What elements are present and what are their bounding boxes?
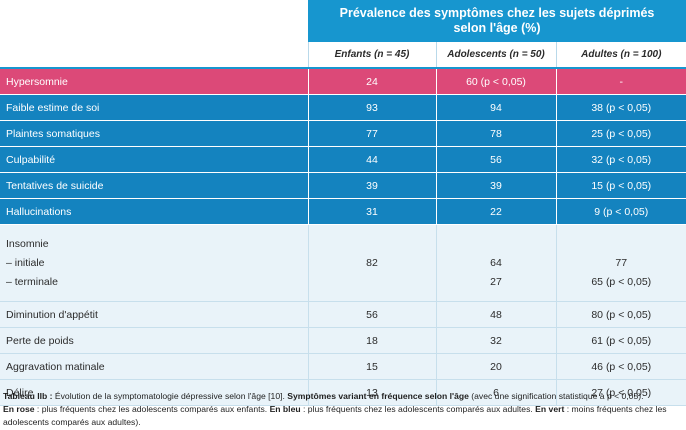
row-label: Délire (0, 379, 308, 406)
row-label: Diminution d'appétit (0, 301, 308, 328)
insomnie-adolescents-terminale: 27 (490, 275, 502, 288)
row-label: Hypersomnie (0, 68, 308, 95)
caption-text: : moins fréquents chez les adolescents c… (3, 404, 667, 427)
cell-adolescents: 48 (435, 301, 556, 328)
cell-enfants: 44 (307, 146, 436, 173)
table-row-culpabilite: Culpabilité 44 56 32 (p < 0,05) (0, 146, 686, 173)
cell-enfants: 18 (307, 327, 436, 354)
table-row-suicide: Tentatives de suicide 39 39 15 (p < 0,05… (0, 172, 686, 199)
row-label: Plaintes somatiques (0, 120, 308, 147)
cell-enfants: 56 (307, 301, 436, 328)
table-row-poids: Perte de poids 18 32 61 (p < 0,05) (0, 327, 686, 354)
header-blank-cell (0, 0, 308, 42)
cell-enfants: 24 (307, 68, 436, 95)
cell-adolescents: 94 (435, 94, 556, 121)
caption-text: Évolution de la symptomatologie dépressi… (52, 391, 288, 401)
insomnie-adultes-terminale: 65 (p < 0,05) (591, 275, 652, 288)
insomnie-sub-terminale: – terminale (6, 275, 58, 288)
cell-adultes: 25 (p < 0,05) (555, 120, 686, 147)
caption-label: Tableau IIb : (3, 391, 53, 401)
insomnie-sub-initiale: – initiale (6, 256, 45, 269)
cell-enfants: 77 (307, 120, 436, 147)
row-label: Perte de poids (0, 327, 308, 354)
insomnie-enfants: 82 (366, 256, 378, 269)
column-header-adolescents: Adolescents (n = 50) (435, 42, 556, 69)
table-row-hypersomnie: Hypersomnie 24 60 (p < 0,05) - (0, 68, 686, 95)
row-label: Tentatives de suicide (0, 172, 308, 199)
table-title-line2: selon l'âge (%) (453, 21, 541, 35)
table-title-line1: Prévalence des symptômes chez les sujets… (339, 6, 655, 20)
cell-enfants: 39 (307, 172, 436, 199)
caption-bold-bleu: En bleu (269, 404, 301, 414)
table-caption: Tableau IIb : Évolution de la symptomato… (3, 390, 686, 429)
insomnie-label: Insomnie (6, 237, 49, 250)
cell-adultes: - (555, 68, 686, 95)
insomnie-adultes-initiale: 77 (615, 256, 628, 269)
row-label: Culpabilité (0, 146, 308, 173)
table-row-hallucinations: Hallucinations 31 22 9 (p < 0,05) (0, 198, 686, 225)
cell-enfants: 15 (307, 353, 436, 380)
table-row-estime: Faible estime de soi 93 94 38 (p < 0,05) (0, 94, 686, 121)
cell-adolescents: 60 (p < 0,05) (435, 68, 556, 95)
caption-text: (avec une signification statistique à p … (468, 391, 644, 401)
cell-adultes: 15 (p < 0,05) (555, 172, 686, 199)
row-label: Hallucinations (0, 198, 308, 225)
cell-adultes: 32 (p < 0,05) (555, 146, 686, 173)
cell-adultes: 46 (p < 0,05) (555, 353, 686, 380)
cell-adolescents: 64 27 (435, 224, 556, 302)
cell-adultes: 61 (p < 0,05) (555, 327, 686, 354)
cell-enfants: 93 (307, 94, 436, 121)
cell-adolescents: 56 (435, 146, 556, 173)
column-header-enfants: Enfants (n = 45) (307, 42, 436, 69)
caption-bold-vert: En vert (535, 404, 565, 414)
cell-enfants: 82 (307, 224, 436, 302)
cell-adultes: 27 (p < 0,05) (555, 379, 686, 406)
table-title: Prévalence des symptômes chez les sujets… (308, 0, 686, 42)
cell-adolescents: 22 (435, 198, 556, 225)
row-label: Faible estime de soi (0, 94, 308, 121)
caption-text: : plus fréquents chez les adolescents co… (34, 404, 270, 414)
cell-adultes: 9 (p < 0,05) (555, 198, 686, 225)
row-label: Aggravation matinale (0, 353, 308, 380)
header-sub-blank (0, 42, 308, 69)
cell-enfants: 31 (307, 198, 436, 225)
table-row-plaintes: Plaintes somatiques 77 78 25 (p < 0,05) (0, 120, 686, 147)
caption-bold-symptomes: Symptômes variant en fréquence selon l'â… (287, 391, 469, 401)
cell-adolescents: 78 (435, 120, 556, 147)
prevalence-table: Prévalence des symptômes chez les sujets… (0, 0, 686, 406)
cell-adolescents: 6 (435, 379, 556, 406)
table-row-insomnie: Insomnie – initiale – terminale 82 64 27… (0, 224, 686, 302)
table-row-appetit: Diminution d'appétit 56 48 80 (p < 0,05) (0, 301, 686, 328)
caption-bold-rose: En rose (3, 404, 35, 414)
caption-text: : plus fréquents chez les adolescents co… (300, 404, 536, 414)
cell-adultes: 77 65 (p < 0,05) (555, 224, 686, 302)
cell-adultes: 38 (p < 0,05) (555, 94, 686, 121)
table-row-aggravation: Aggravation matinale 15 20 46 (p < 0,05) (0, 353, 686, 380)
insomnie-adolescents-initiale: 64 (490, 256, 502, 269)
cell-adolescents: 32 (435, 327, 556, 354)
cell-enfants: 13 (307, 379, 436, 406)
cell-adolescents: 20 (435, 353, 556, 380)
column-header-adultes: Adultes (n = 100) (555, 42, 686, 69)
table-row-delire: Délire 13 6 27 (p < 0,05) (0, 379, 686, 406)
cell-adultes: 80 (p < 0,05) (555, 301, 686, 328)
cell-adolescents: 39 (435, 172, 556, 199)
row-label-insomnie: Insomnie – initiale – terminale (0, 224, 308, 302)
